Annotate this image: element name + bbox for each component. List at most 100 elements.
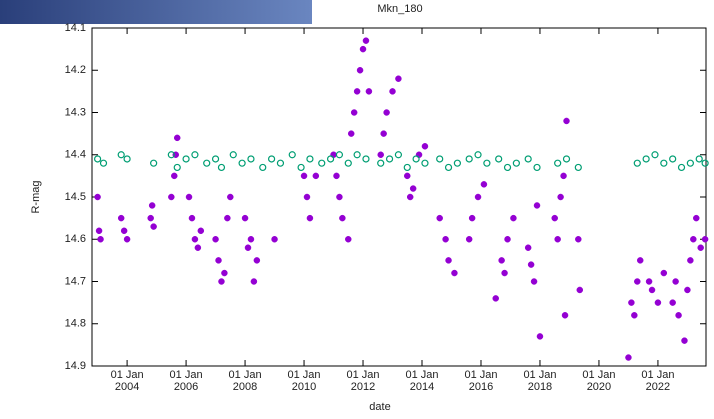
point (148, 202, 156, 209)
point (701, 236, 709, 243)
point (123, 155, 131, 163)
point (576, 286, 584, 294)
point (409, 185, 417, 192)
point (215, 257, 222, 264)
point (150, 223, 157, 230)
point (117, 214, 125, 222)
point (636, 257, 644, 264)
y-tick-label: 14.8 (65, 318, 86, 330)
point (203, 159, 211, 167)
point (365, 88, 373, 95)
point (560, 172, 567, 180)
point (288, 151, 296, 159)
point (465, 236, 473, 243)
point (194, 244, 202, 251)
point (512, 159, 520, 167)
point (524, 244, 532, 251)
point (173, 134, 181, 142)
point (660, 269, 668, 277)
point (221, 269, 228, 277)
point (380, 130, 387, 137)
point (356, 67, 364, 74)
point (227, 193, 234, 201)
point (436, 214, 443, 222)
x-tick-label: 01 Jan 2020 (582, 369, 616, 393)
point (574, 163, 582, 172)
point (495, 155, 503, 163)
point (306, 214, 314, 222)
point (536, 333, 544, 340)
point (561, 312, 569, 319)
point (95, 227, 103, 235)
y-tick-label: 14.7 (65, 275, 86, 287)
point (353, 88, 361, 95)
photo-strip (0, 0, 312, 24)
point (675, 312, 682, 319)
point (185, 193, 193, 201)
point (318, 159, 326, 167)
point (347, 130, 355, 137)
point (415, 151, 423, 158)
point (421, 159, 429, 167)
point (501, 269, 508, 277)
point (551, 214, 558, 222)
x-tick-label: 01 Jan 2010 (287, 369, 321, 393)
x-tick-label: 01 Jan 2004 (110, 369, 144, 393)
point (344, 159, 352, 167)
point (147, 214, 154, 222)
point (645, 278, 653, 285)
point (504, 236, 511, 243)
point (628, 299, 635, 306)
point (362, 37, 370, 44)
point (362, 155, 370, 163)
point (533, 202, 541, 209)
point (693, 214, 700, 222)
point (530, 278, 538, 285)
point (451, 269, 458, 277)
point (404, 172, 411, 180)
point (648, 286, 656, 294)
point (188, 214, 196, 222)
point (383, 109, 390, 116)
point (271, 236, 278, 243)
point (389, 88, 396, 95)
point (672, 278, 679, 285)
x-tick-label-box: 01 Jan 2022 (641, 369, 675, 393)
point (123, 236, 131, 243)
point (633, 159, 641, 167)
point (554, 159, 562, 167)
x-tick-label-box: 01 Jan 2016 (464, 369, 497, 393)
point (300, 172, 308, 180)
point (94, 155, 102, 163)
point (224, 214, 231, 222)
point (259, 163, 267, 172)
x-tick-label-box: 01 Jan 2012 (347, 369, 380, 393)
point (687, 257, 694, 264)
point (557, 193, 564, 201)
point (191, 236, 199, 243)
point (217, 163, 226, 172)
point (669, 299, 676, 306)
point (211, 155, 220, 163)
point (253, 257, 261, 264)
point (99, 159, 108, 167)
x-tick-label: 01 Jan 2022 (641, 369, 675, 393)
point (182, 155, 190, 163)
point (394, 151, 403, 159)
y-tick-label: 14.9 (65, 360, 86, 372)
point (468, 214, 476, 222)
x-tick-label: 01 Jan 2006 (169, 369, 203, 393)
point (575, 236, 582, 243)
point (117, 151, 125, 159)
point (250, 278, 258, 285)
point (385, 155, 394, 163)
x-tick-label-box: 01 Jan 2010 (287, 369, 321, 393)
point (684, 286, 691, 294)
point (453, 159, 461, 167)
point (697, 244, 704, 251)
point (312, 172, 320, 180)
point (480, 181, 488, 188)
point (498, 257, 505, 264)
chart-title: Mkn_180 (377, 3, 422, 15)
